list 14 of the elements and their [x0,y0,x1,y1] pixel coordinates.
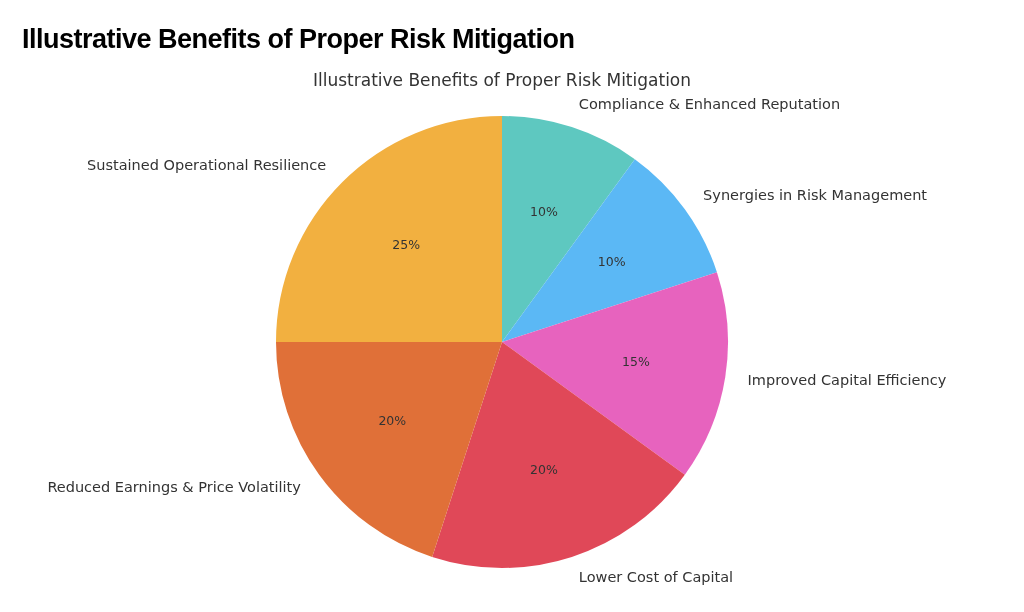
slice-label: Improved Capital Efficiency [747,371,947,388]
data-label: 10% [530,204,558,220]
data-label: 25% [392,237,421,253]
slice-label: Synergies in Risk Management [703,186,928,203]
data-label: 15% [622,354,650,370]
data-label: 20% [378,412,407,428]
chart-subtitle: Illustrative Benefits of Proper Risk Mitigation [312,70,692,91]
slice-label: Lower Cost of Capital [578,569,734,586]
slice-label: Sustained Operational Resilience [87,156,327,173]
data-label: 10% [597,253,626,269]
data-label: 20% [530,462,558,478]
slice-label: Reduced Earnings & Price Volatility [47,478,302,495]
chart-title: Illustrative Benefits of Proper Risk Mitigation [22,24,575,55]
slice-label: Compliance & Enhanced Reputation [578,96,841,113]
